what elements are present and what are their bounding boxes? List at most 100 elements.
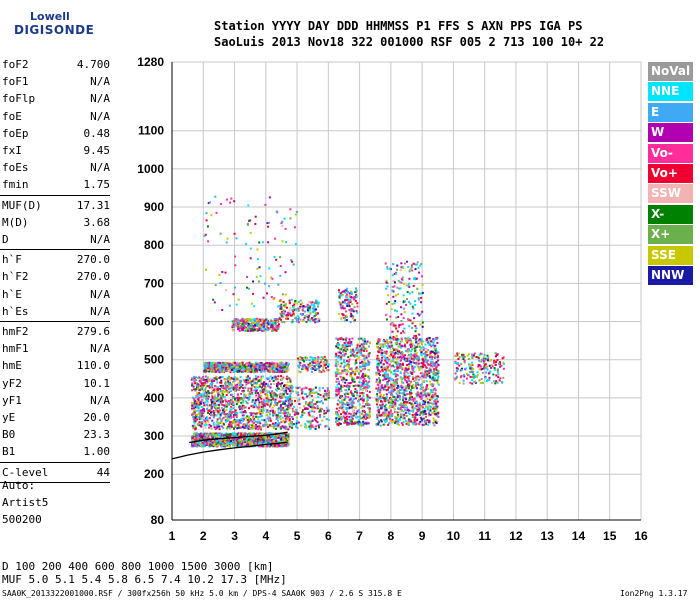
echo-point bbox=[196, 414, 199, 417]
echo-point bbox=[345, 385, 348, 388]
echo-point bbox=[219, 417, 221, 420]
echo-point bbox=[275, 435, 277, 438]
echo-point bbox=[265, 441, 268, 444]
echo-point bbox=[279, 400, 282, 403]
param-name: foF1 bbox=[2, 75, 29, 89]
echo-point bbox=[215, 408, 218, 411]
echo-point bbox=[244, 432, 247, 435]
echo-point bbox=[279, 412, 282, 414]
echo-point bbox=[340, 390, 343, 393]
echo-point bbox=[347, 382, 350, 384]
echo-point bbox=[251, 424, 254, 427]
echo-point bbox=[297, 357, 300, 360]
echo-point bbox=[299, 416, 302, 418]
echo-point bbox=[287, 385, 290, 387]
echo-point bbox=[195, 394, 198, 397]
echo-point bbox=[360, 366, 362, 369]
echo-point bbox=[201, 412, 204, 415]
echo-point bbox=[334, 393, 337, 396]
echo-point bbox=[250, 387, 253, 390]
echo-point bbox=[231, 324, 234, 327]
echo-point bbox=[266, 426, 269, 428]
echo-point bbox=[199, 378, 202, 381]
echo-point bbox=[201, 432, 204, 435]
echo-point bbox=[307, 318, 310, 321]
echo-point bbox=[213, 426, 216, 429]
echo-point bbox=[277, 384, 280, 387]
echo-point bbox=[279, 383, 282, 386]
echo-point bbox=[343, 360, 345, 363]
echo-point bbox=[266, 403, 269, 406]
echo-point bbox=[225, 405, 228, 408]
echo-point bbox=[224, 419, 227, 422]
echo-point bbox=[338, 388, 340, 391]
echo-point bbox=[274, 328, 277, 331]
echo-point bbox=[258, 427, 261, 430]
echo-point bbox=[246, 397, 249, 399]
echo-point bbox=[254, 404, 257, 407]
echo-point bbox=[253, 382, 256, 385]
echo-point bbox=[261, 320, 264, 322]
echo-point bbox=[275, 402, 278, 405]
echo-point bbox=[230, 410, 233, 413]
echo-point bbox=[211, 410, 214, 413]
echo-point bbox=[199, 409, 202, 412]
param-value: N/A bbox=[90, 287, 110, 301]
echo-point bbox=[256, 323, 259, 326]
echo-point bbox=[350, 374, 352, 377]
echo-point bbox=[351, 405, 354, 408]
echo-point bbox=[315, 299, 318, 302]
echo-point bbox=[335, 354, 338, 357]
echo-point bbox=[291, 313, 294, 316]
echo-point bbox=[327, 363, 330, 366]
echo-point bbox=[278, 422, 281, 425]
echo-point bbox=[263, 425, 266, 427]
echo-point bbox=[267, 398, 270, 401]
echo-point bbox=[290, 298, 293, 301]
echo-point bbox=[319, 415, 322, 418]
echo-point bbox=[254, 412, 257, 415]
echo-point bbox=[227, 438, 230, 441]
echo-point bbox=[325, 361, 328, 364]
echo-point bbox=[259, 380, 262, 383]
echo-point bbox=[238, 368, 241, 370]
echo-point bbox=[260, 400, 263, 403]
echo-point bbox=[213, 432, 216, 435]
echo-point bbox=[284, 411, 287, 414]
param-name: h`E bbox=[2, 287, 22, 301]
echo-point bbox=[290, 384, 293, 387]
echo-point bbox=[305, 359, 307, 361]
echo-point bbox=[303, 316, 306, 319]
echo-point bbox=[367, 361, 370, 364]
echo-point bbox=[212, 423, 215, 426]
y-tick-label: 700 bbox=[144, 276, 164, 290]
param-row: h`Es N/A bbox=[2, 303, 110, 320]
echo-point bbox=[211, 379, 214, 382]
echo-point bbox=[364, 373, 367, 376]
param-row: foF2 4.700 bbox=[2, 56, 110, 73]
echo-point bbox=[265, 397, 268, 400]
x-tick-label: 11 bbox=[478, 529, 491, 543]
echo-point bbox=[365, 362, 368, 365]
echo-point bbox=[276, 387, 279, 390]
echo-point bbox=[266, 414, 268, 417]
echo-point bbox=[248, 415, 251, 418]
echo-point bbox=[216, 418, 219, 421]
echo-point bbox=[254, 387, 257, 390]
echo-point bbox=[258, 325, 261, 328]
echo-point bbox=[220, 362, 223, 364]
echo-point bbox=[246, 362, 249, 365]
echo-point bbox=[346, 343, 349, 346]
echo-point bbox=[262, 409, 265, 412]
echo-point bbox=[272, 395, 275, 398]
echo-point bbox=[285, 384, 288, 386]
echo-point bbox=[234, 385, 237, 388]
echo-point bbox=[339, 338, 342, 341]
echo-point bbox=[271, 370, 274, 373]
echo-point bbox=[310, 420, 313, 423]
echo-point bbox=[207, 411, 209, 414]
echo-point bbox=[287, 314, 290, 317]
echo-point bbox=[224, 390, 227, 393]
echo-point bbox=[307, 366, 310, 369]
echo-point bbox=[274, 375, 277, 378]
